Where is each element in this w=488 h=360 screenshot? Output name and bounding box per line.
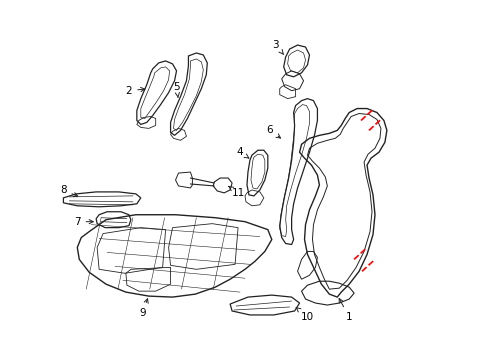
Text: 2: 2 bbox=[125, 86, 144, 96]
Text: 3: 3 bbox=[272, 40, 283, 54]
Text: 9: 9 bbox=[139, 299, 148, 318]
Text: 7: 7 bbox=[74, 217, 93, 227]
Text: 11: 11 bbox=[228, 186, 244, 198]
Text: 1: 1 bbox=[339, 298, 352, 322]
Text: 5: 5 bbox=[173, 82, 180, 97]
Text: 10: 10 bbox=[295, 307, 313, 322]
Text: 8: 8 bbox=[60, 185, 78, 197]
Text: 6: 6 bbox=[266, 125, 280, 138]
Text: 4: 4 bbox=[236, 147, 248, 158]
